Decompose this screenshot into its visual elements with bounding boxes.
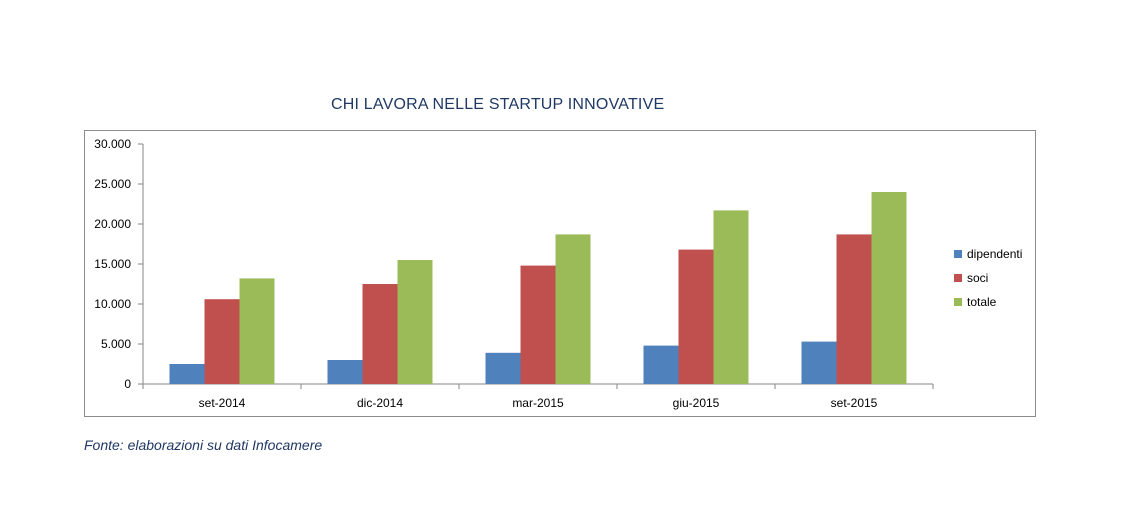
- x-tick-label: giu-2015: [673, 396, 720, 410]
- bar-totale-set-2015: [871, 192, 907, 384]
- y-axis: 0 5.000 10.000 15.000 20.000 25.000 30.000: [94, 137, 144, 391]
- legend-swatch-soci: [954, 274, 962, 282]
- legend: dipendenti soci totale: [954, 242, 1022, 314]
- y-tick-label: 15.000: [94, 257, 131, 271]
- bar-dipendenti-dic-2014: [327, 360, 363, 384]
- x-tick-label: set-2014: [199, 396, 246, 410]
- legend-label-dipendenti: dipendenti: [967, 247, 1023, 261]
- legend-item-dipendenti: dipendenti: [954, 242, 1022, 266]
- y-tick-label: 10.000: [94, 297, 131, 311]
- y-tick-label: 20.000: [94, 217, 131, 231]
- bar-totale-set-2014: [239, 278, 275, 384]
- y-tick-label: 0: [124, 377, 131, 391]
- legend-item-totale: totale: [954, 290, 1022, 314]
- x-axis: set-2014 dic-2014 mar-2015 giu-2015 set-2015: [142, 383, 934, 410]
- bar-soci-set-2015: [836, 234, 872, 384]
- bar-soci-set-2014: [204, 299, 240, 384]
- legend-item-soci: soci: [954, 266, 1022, 290]
- legend-swatch-totale: [954, 298, 962, 306]
- bar-dipendenti-set-2015: [801, 341, 837, 384]
- chart-title: CHI LAVORA NELLE STARTUP INNOVATIVE: [331, 96, 665, 113]
- source-note: Fonte: elaborazioni su dati Infocamere: [84, 437, 323, 453]
- legend-label-totale: totale: [967, 295, 997, 309]
- bar-soci-dic-2014: [362, 284, 398, 384]
- bar-soci-giu-2015: [678, 249, 714, 384]
- bar-soci-mar-2015: [520, 265, 556, 384]
- y-tick-label: 30.000: [94, 137, 131, 151]
- chart-frame: [84, 130, 1036, 417]
- bar-totale-mar-2015: [555, 234, 591, 384]
- y-tick-label: 5.000: [101, 337, 131, 351]
- x-tick-label: set-2015: [831, 396, 878, 410]
- y-tick-label: 25.000: [94, 177, 131, 191]
- x-tick-label: mar-2015: [512, 396, 564, 410]
- bar-dipendenti-set-2014: [169, 364, 205, 384]
- bar-totale-dic-2014: [397, 260, 433, 384]
- legend-swatch-dipendenti: [954, 250, 962, 258]
- bar-dipendenti-mar-2015: [485, 352, 521, 384]
- bar-dipendenti-giu-2015: [643, 345, 679, 384]
- bars: [169, 192, 907, 384]
- legend-label-soci: soci: [967, 271, 989, 285]
- bar-totale-giu-2015: [713, 210, 749, 384]
- x-tick-label: dic-2014: [357, 396, 403, 410]
